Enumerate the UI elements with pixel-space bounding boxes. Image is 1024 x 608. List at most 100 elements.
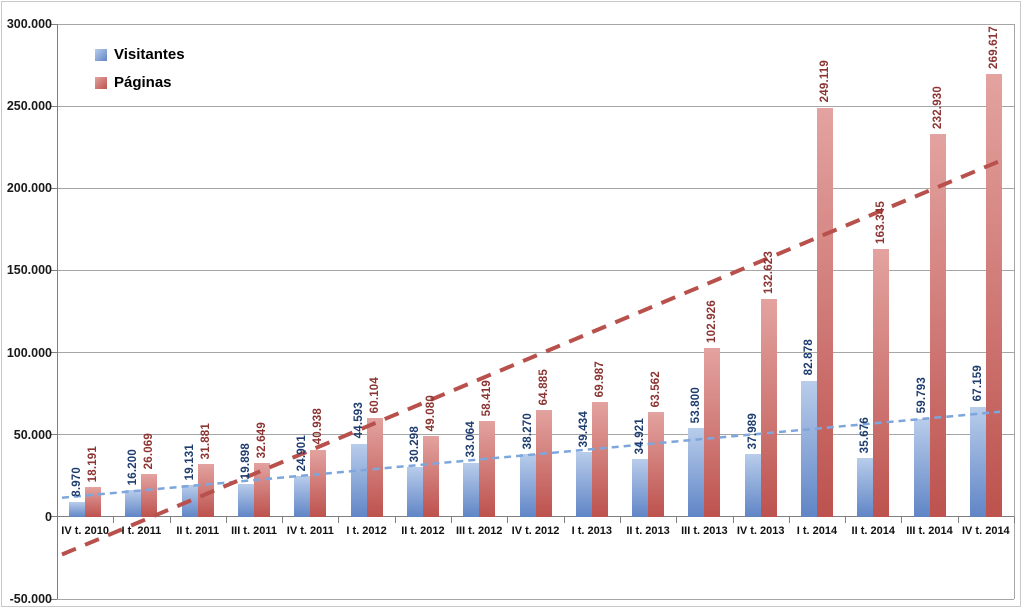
- category-axis-tick: [845, 516, 847, 523]
- value-label-paginas: 132.623: [762, 251, 775, 294]
- bar-visitantes: [969, 406, 986, 517]
- bar-paginas: [648, 412, 665, 517]
- bar-paginas: [816, 107, 833, 517]
- y-axis-tick-label: 150.000: [6, 263, 52, 278]
- value-label-paginas: 49.080: [424, 394, 437, 432]
- category-axis-tick: [619, 516, 621, 523]
- bar-paginas: [929, 134, 946, 517]
- category-axis-tick: [563, 516, 565, 523]
- category-axis-tick: [113, 516, 115, 523]
- value-label-paginas: 163.345: [875, 200, 888, 244]
- gridline: [57, 23, 1014, 25]
- y-axis-tick: [50, 105, 57, 107]
- bar-visitantes: [744, 454, 761, 517]
- value-label-paginas: 26.069: [143, 432, 156, 470]
- bar-visitantes: [913, 418, 930, 517]
- category-axis-tick: [169, 516, 171, 523]
- category-label: II t. 2012: [401, 524, 445, 537]
- bar-paginas: [197, 464, 214, 517]
- gridline: [57, 516, 1014, 518]
- y-axis-tick-label: 200.000: [6, 181, 52, 196]
- value-label-paginas: 31.881: [199, 423, 212, 460]
- category-label: IV t. 2013: [736, 524, 785, 537]
- bar-visitantes: [800, 380, 817, 517]
- bar-visitantes: [125, 490, 142, 517]
- value-label-paginas: 249.119: [818, 60, 831, 103]
- category-label: II t. 2013: [626, 524, 670, 537]
- category-axis-tick: [732, 516, 734, 523]
- category-label: I t. 2013: [571, 524, 612, 537]
- category-axis-tick: [957, 516, 959, 523]
- category-axis-tick: [225, 516, 227, 523]
- category-label: I t. 2011: [121, 524, 162, 537]
- y-axis-tick-label: 50.000: [13, 427, 52, 442]
- value-label-paginas: 69.987: [593, 360, 606, 397]
- value-label-visitantes: 53.800: [690, 387, 703, 424]
- value-label-visitantes: 19.898: [240, 442, 253, 480]
- category-label: IV t. 2010: [61, 524, 109, 537]
- paginas-swatch-icon: [95, 76, 107, 89]
- bar-paginas: [422, 436, 439, 517]
- y-axis-tick-label: 300.000: [6, 17, 52, 31]
- category-axis-tick: [57, 516, 58, 523]
- category-label: III t. 2014: [906, 524, 953, 537]
- category-axis-tick: [507, 516, 509, 523]
- value-label-visitantes: 39.434: [577, 410, 590, 448]
- bar-paginas: [704, 347, 721, 517]
- category-label: III t. 2011: [231, 524, 277, 537]
- bar-paginas: [760, 298, 777, 517]
- legend-label-paginas: Páginas: [114, 74, 172, 91]
- bar-visitantes: [406, 467, 423, 517]
- value-label-visitantes: 44.593: [352, 402, 365, 439]
- gridline: [57, 105, 1014, 107]
- bar-visitantes: [463, 462, 480, 517]
- bar-paginas: [254, 463, 271, 517]
- bar-paginas: [535, 410, 552, 517]
- category-label: IV t. 2012: [511, 524, 560, 537]
- bar-paginas: [366, 418, 383, 517]
- value-label-visitantes: 24.901: [296, 434, 309, 471]
- bar-paginas: [985, 73, 1002, 517]
- bar-visitantes: [350, 443, 367, 517]
- value-label-visitantes: 16.200: [127, 448, 140, 486]
- bar-visitantes: [632, 459, 649, 517]
- value-label-visitantes: 82.878: [802, 339, 815, 376]
- legend-label-visitantes: Visitantes: [114, 46, 185, 63]
- category-axis-tick: [282, 516, 284, 523]
- bar-paginas: [479, 420, 496, 517]
- category-label: IV t. 2014: [961, 524, 1010, 537]
- value-label-paginas: 18.191: [87, 445, 100, 482]
- bar-visitantes: [69, 502, 86, 517]
- value-label-paginas: 58.419: [481, 379, 494, 416]
- category-axis-tick: [788, 516, 790, 523]
- value-label-paginas: 269.617: [987, 25, 1000, 69]
- value-label-visitantes: 19.131: [183, 444, 196, 481]
- value-label-paginas: 63.562: [650, 371, 663, 408]
- visitantes-trendline: [61, 410, 1001, 499]
- category-label: III t. 2012: [455, 524, 503, 537]
- value-label-visitantes: 59.793: [915, 377, 928, 414]
- y-axis-tick: [50, 187, 57, 189]
- y-axis-tick: [50, 23, 57, 25]
- y-axis-tick: [50, 434, 57, 436]
- category-axis-tick: [1014, 516, 1015, 523]
- paginas-trendline: [61, 159, 1001, 557]
- y-axis-tick: [50, 598, 57, 600]
- bar-paginas: [873, 248, 890, 517]
- category-label: II t. 2011: [176, 524, 220, 537]
- category-label: I t. 2012: [346, 524, 387, 537]
- bar-visitantes: [294, 475, 311, 517]
- value-label-visitantes: 38.270: [521, 412, 534, 449]
- gridline: [57, 352, 1014, 354]
- value-label-visitantes: 30.298: [408, 425, 421, 463]
- legend: Visitantes Páginas: [95, 46, 185, 102]
- category-axis-tick: [901, 516, 903, 523]
- value-axis-line: [57, 24, 58, 599]
- value-label-visitantes: 35.676: [859, 416, 872, 454]
- category-axis-tick: [394, 516, 396, 523]
- category-axis-tick: [676, 516, 678, 523]
- value-label-visitantes: 34.921: [634, 418, 647, 455]
- y-axis-tick: [50, 352, 57, 354]
